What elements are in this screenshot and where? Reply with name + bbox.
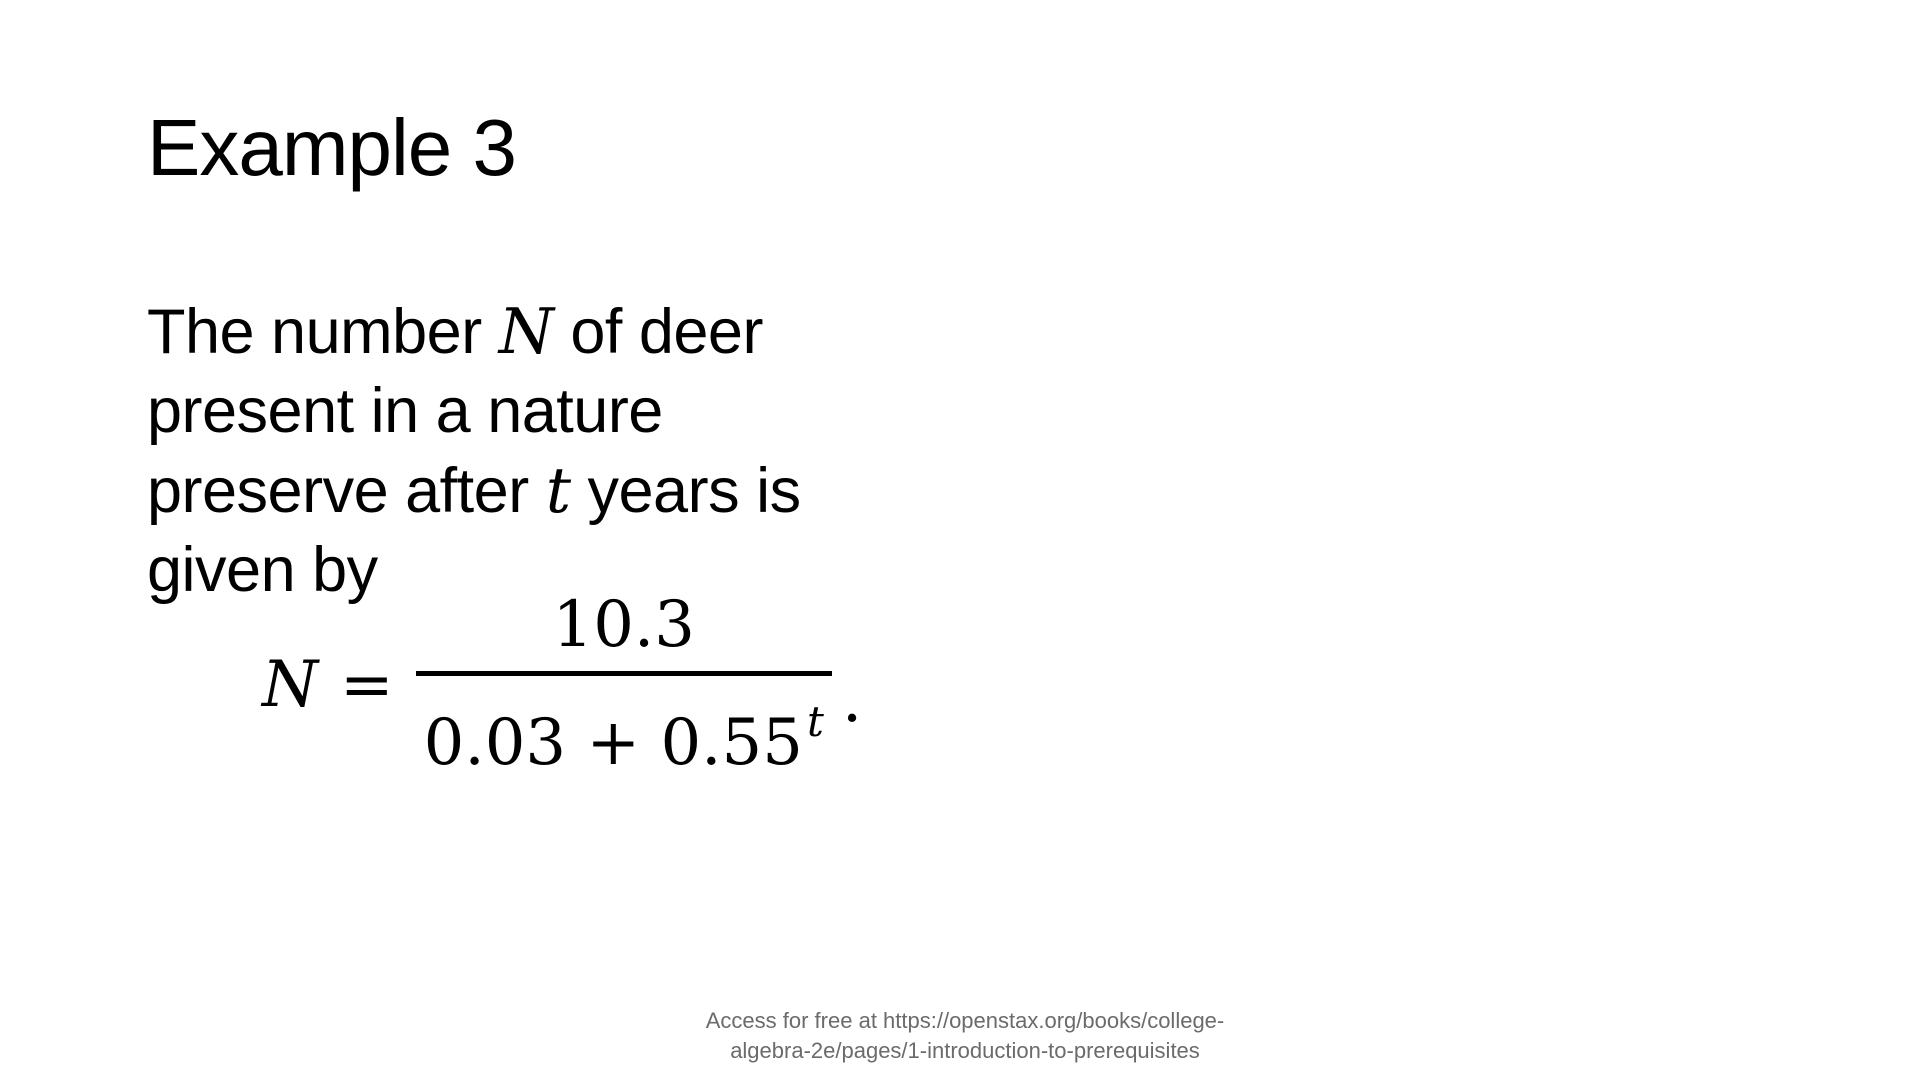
equation-period: . xyxy=(841,663,863,737)
variable-n: N xyxy=(498,295,554,368)
denominator-base: 0.03 + 0.55 xyxy=(423,706,803,780)
denominator-exponent: t xyxy=(806,697,824,746)
footer-line-2: algebra-2e/pages/1-introduction-to-prere… xyxy=(730,1038,1200,1063)
statement-text-3: years is given by xyxy=(147,456,801,605)
fraction-bar xyxy=(415,671,832,676)
deer-population-equation: N = 10.3 0.03 + 0.55t . xyxy=(262,588,863,780)
fraction-denominator: 0.03 + 0.55t xyxy=(416,676,832,783)
fraction-numerator: 10.3 xyxy=(552,588,695,662)
attribution-footer: Access for free at https://openstax.org/… xyxy=(640,1006,1290,1066)
equals-sign: = xyxy=(340,648,394,722)
statement-text-1: The number xyxy=(147,297,499,367)
footer-line-1: Access for free at https://openstax.org/… xyxy=(705,1008,1225,1033)
fraction: 10.3 0.03 + 0.55t xyxy=(415,587,832,783)
problem-statement: The number N of deer present in a nature… xyxy=(147,292,907,610)
statement-text-2: of deer present in a nature preserve aft… xyxy=(147,297,763,526)
equation-lhs: N xyxy=(262,648,318,722)
slide-title: Example 3 xyxy=(147,103,517,192)
variable-t: t xyxy=(545,454,571,527)
